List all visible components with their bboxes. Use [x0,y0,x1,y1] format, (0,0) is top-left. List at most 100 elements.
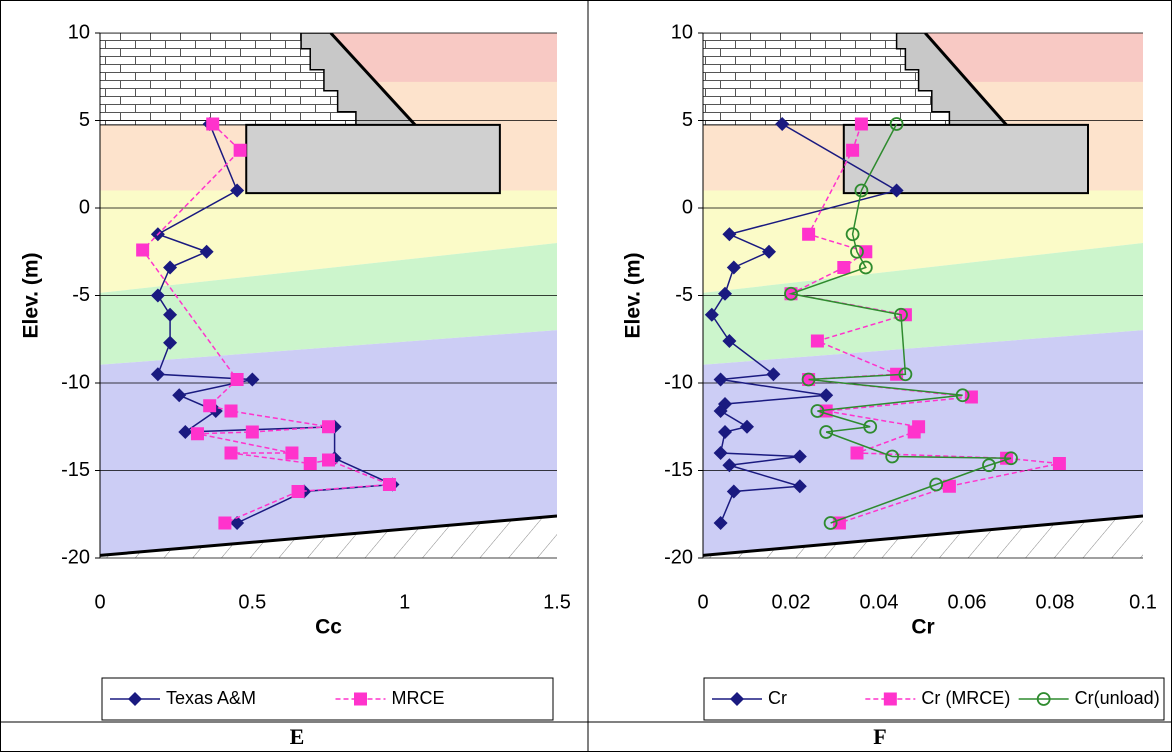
marker [718,286,732,301]
zone [923,33,1143,82]
series-line [156,123,393,524]
ground-line [100,514,557,557]
footing [842,123,1089,195]
legend-label: Texas A&M [166,688,256,708]
legend-box [703,677,1165,721]
marker [150,288,165,303]
x-axis-title: Cr [911,616,934,639]
zone [328,33,557,82]
marker [819,388,834,403]
marker [837,261,851,274]
marker [1052,457,1066,470]
marker [885,449,900,464]
marker [722,458,737,473]
marker [136,243,150,257]
marker [163,335,178,350]
y-tick-label: 0 [682,196,693,218]
legend-label: MRCE [392,688,445,708]
y-tick-label: 5 [682,109,693,131]
marker [850,244,864,259]
marker [858,260,873,275]
zone [703,243,1143,365]
y-tick-label: -10 [61,371,90,393]
y-tick-label: 5 [79,109,90,131]
x-tick-label: 1 [399,591,410,613]
marker [322,420,335,434]
legend-marker [128,692,142,706]
marker [784,286,798,301]
marker [792,449,807,464]
y-tick-label: -5 [675,284,693,306]
marker [718,425,732,439]
marker [218,516,232,530]
marker [713,372,728,387]
marker [898,367,913,382]
marker [245,372,260,387]
x-tick-label: 0.06 [948,591,987,613]
marker [713,516,728,530]
marker [762,244,776,259]
marker [163,260,178,275]
marker [907,425,921,439]
x-tick-label: 0.04 [860,591,899,613]
x-tick-label: 0.1 [1129,591,1157,613]
marker [929,477,944,492]
marker [163,307,178,322]
marker [722,227,737,242]
zone [100,190,557,293]
marker [150,367,165,382]
marker [942,479,956,493]
marker [224,404,238,418]
background [100,33,557,558]
marker [230,183,245,198]
x-axis-title: Cc [315,616,342,639]
marker [199,244,214,259]
marker [172,388,187,403]
marker [889,117,904,131]
marker [1004,451,1018,466]
legend-marker [883,692,897,706]
marker [894,307,908,322]
marker [713,446,728,460]
legend-label: Cr (MRCE) [921,688,1010,708]
marker [810,404,825,418]
marker [845,227,860,242]
marker [863,419,878,434]
y-tick-label: -20 [61,546,90,568]
marker [322,453,335,467]
marker [382,478,396,491]
background [703,33,1143,558]
zone [703,330,1143,558]
marker [233,143,247,157]
y-tick-label: -15 [61,459,90,481]
marker [982,458,996,473]
marker [206,117,220,131]
legend-marker [354,692,367,706]
panel-label: F [873,724,886,749]
zone [100,243,557,365]
marker [230,516,245,530]
marker [303,457,317,470]
legend-marker [730,692,744,706]
y-axis-title: Elev. (m) [20,253,43,339]
marker [955,388,970,403]
marker [766,367,781,382]
marker [823,516,838,530]
zone [703,190,1143,293]
marker [224,446,238,460]
wall-edge [924,33,1013,132]
marker [792,479,807,494]
wall-edge [329,33,422,132]
x-tick-label: 1.5 [543,591,571,613]
marker [846,143,860,157]
y-tick-label: 0 [79,196,90,218]
footing [245,123,501,195]
x-tick-label: 0 [94,591,105,613]
y-tick-label: -10 [664,371,693,393]
marker [898,308,912,322]
x-tick-label: 0.5 [238,591,266,613]
marker [726,484,741,499]
y-tick-label: -20 [664,546,693,568]
legend-label: Cr(unload) [1075,688,1160,708]
